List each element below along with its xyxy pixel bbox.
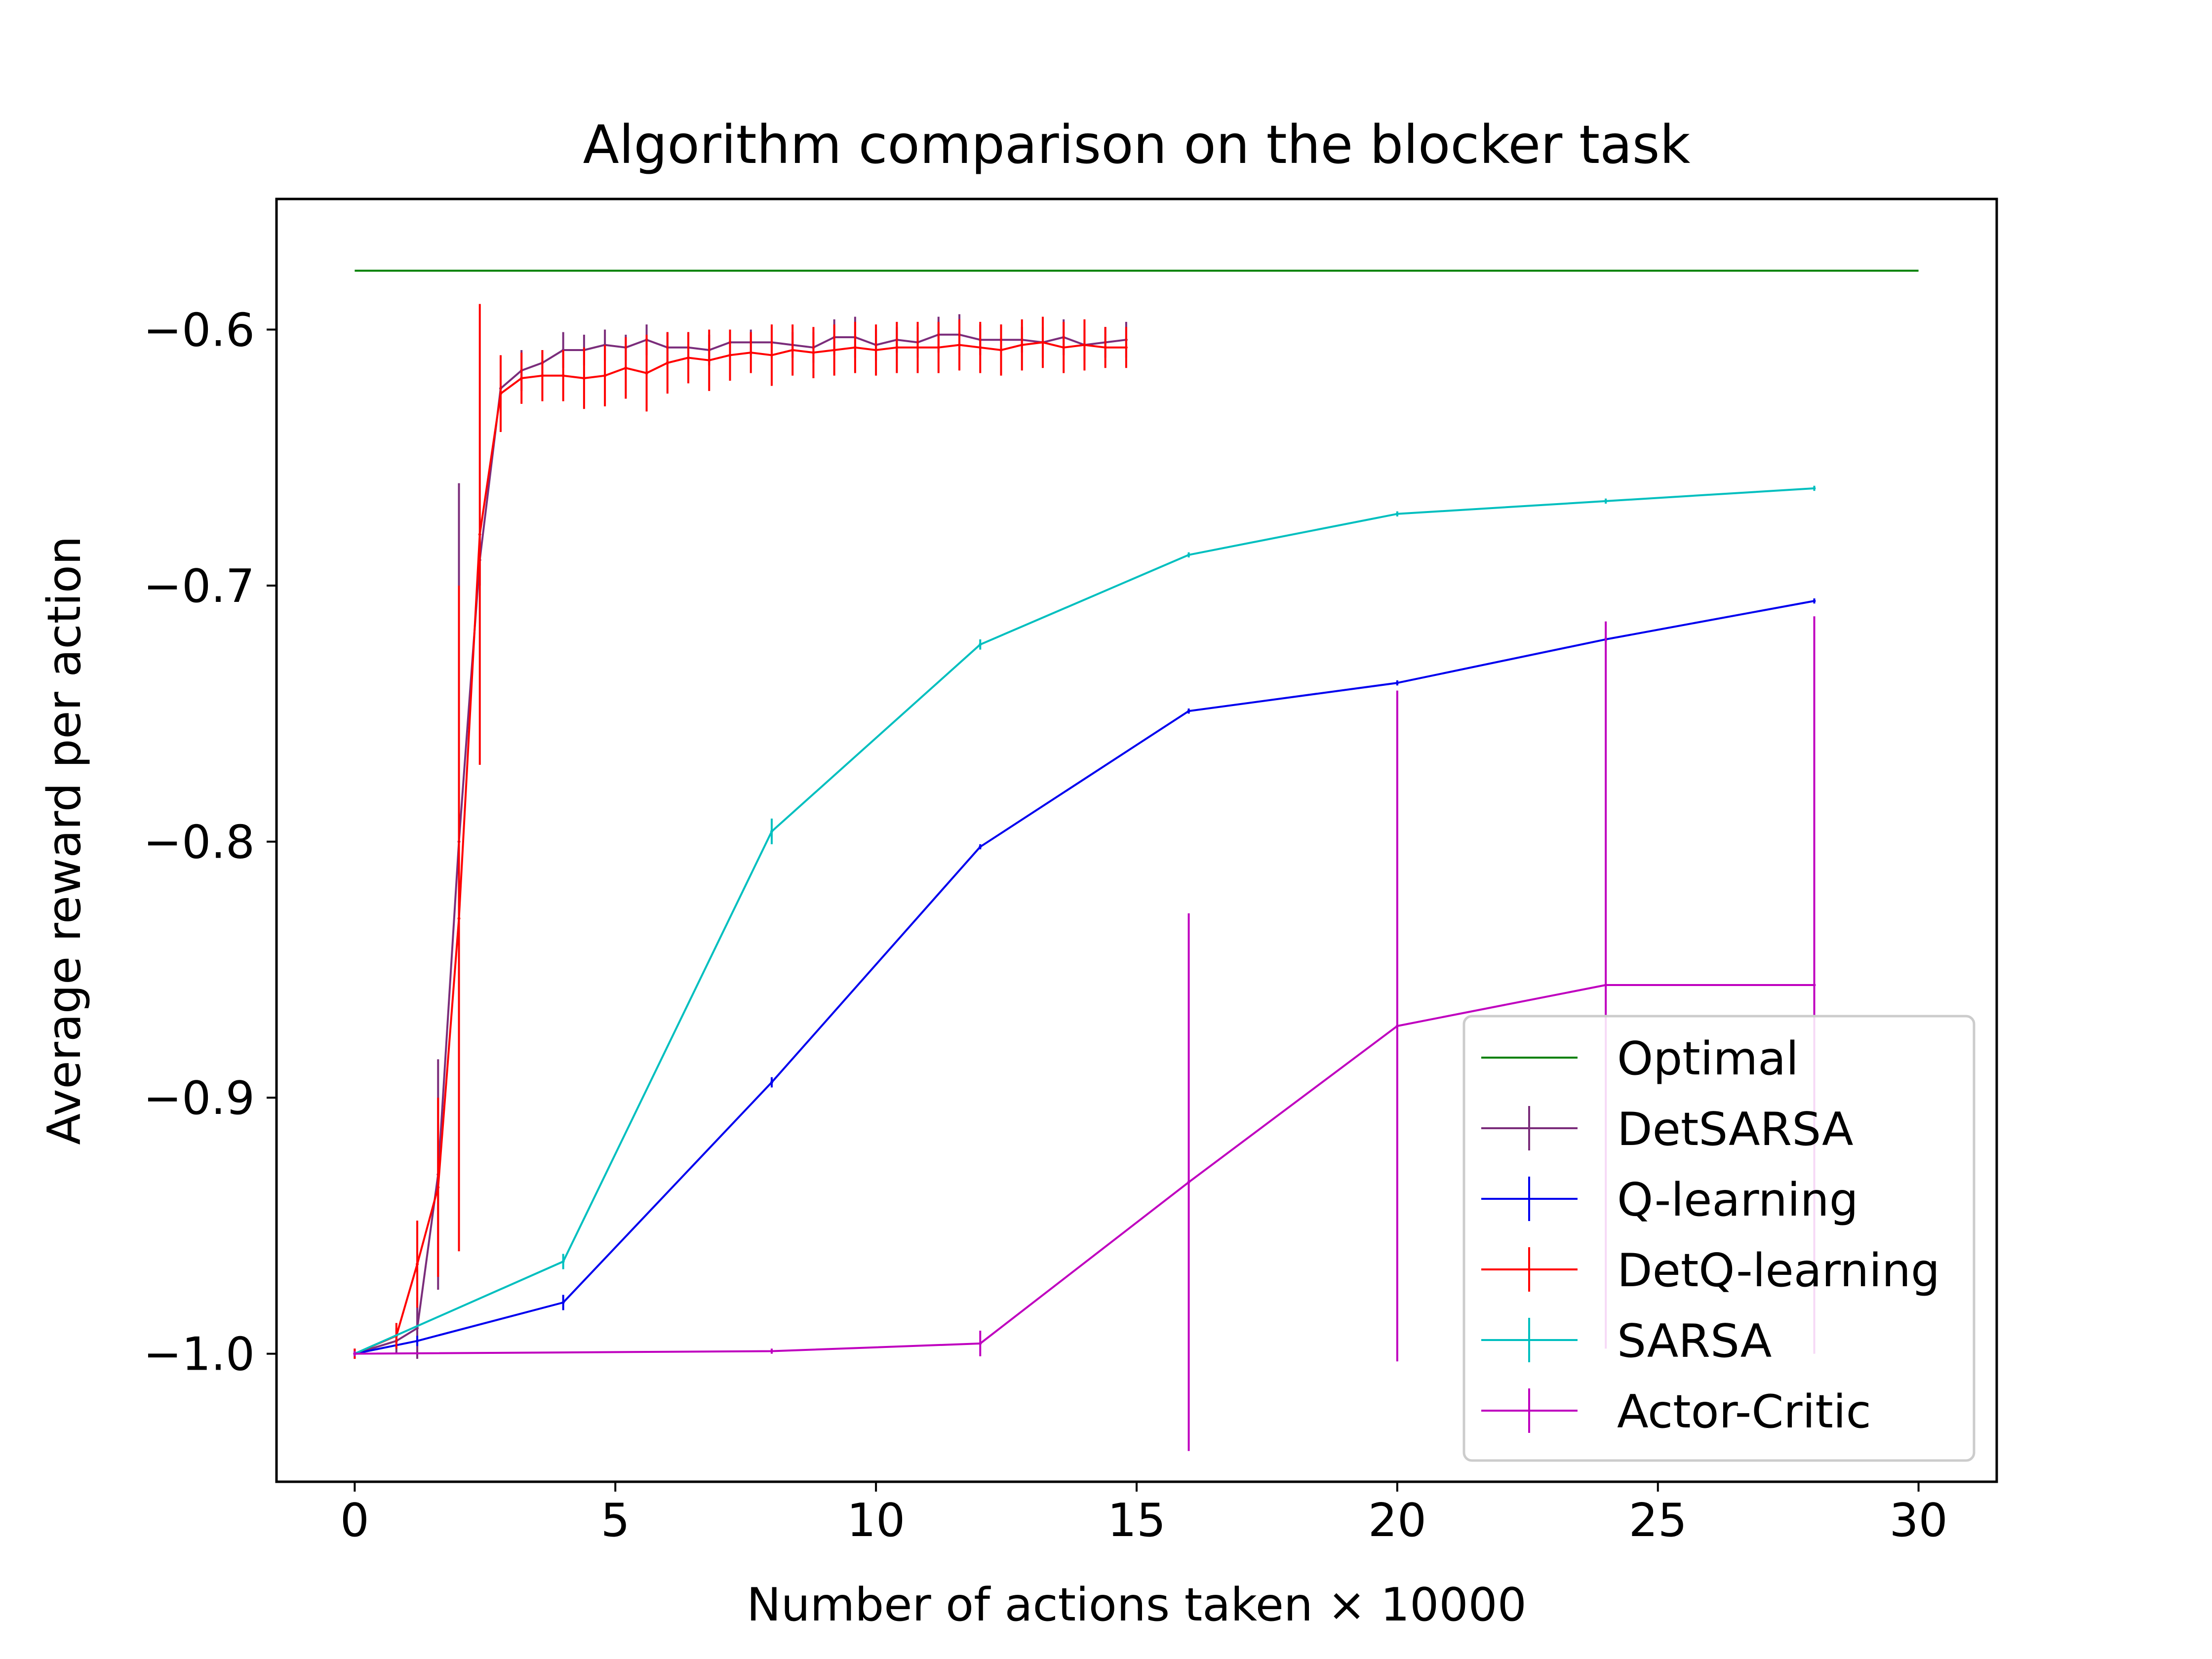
- data-point: [561, 1301, 565, 1304]
- legend-label: DetQ-learning: [1617, 1244, 1940, 1297]
- data-point: [1813, 486, 1816, 490]
- data-point: [874, 348, 878, 352]
- data-point: [1395, 512, 1399, 515]
- x-tick-label: 5: [601, 1494, 630, 1547]
- series-detq-learning: [353, 304, 1128, 1359]
- legend-label: DetSARSA: [1617, 1103, 1854, 1156]
- data-point: [999, 348, 1003, 352]
- data-point: [708, 358, 711, 362]
- legend-label: Optimal: [1617, 1032, 1799, 1085]
- data-point: [770, 830, 773, 833]
- chart-title: Algorithm comparison on the blocker task: [583, 115, 1691, 176]
- legend-label: SARSA: [1617, 1314, 1772, 1368]
- data-point: [561, 1260, 565, 1264]
- data-point: [1124, 346, 1128, 349]
- data-point: [770, 1081, 773, 1084]
- data-point: [687, 356, 690, 359]
- data-point: [1020, 343, 1024, 347]
- x-tick-label: 20: [1368, 1494, 1426, 1547]
- series-actor-critic: [353, 616, 1816, 1451]
- x-tick-label: 0: [340, 1494, 369, 1547]
- data-point: [416, 1263, 419, 1266]
- data-point: [979, 346, 982, 349]
- x-tick-label: 25: [1629, 1494, 1687, 1547]
- x-tick-label: 10: [847, 1494, 905, 1547]
- legend: Optimal DetSARSA Q-learning DetQ-learning SA…: [1462, 1015, 1975, 1462]
- data-point: [791, 348, 794, 352]
- y-tick-label: −0.7: [143, 559, 255, 613]
- series-q-learning: [353, 598, 1816, 1356]
- data-point: [561, 374, 565, 377]
- data-point: [1041, 341, 1044, 344]
- data-point: [895, 346, 899, 349]
- y-tick-label: −0.6: [143, 303, 255, 356]
- data-point: [603, 374, 607, 377]
- data-point: [937, 346, 940, 349]
- y-tick-label: −0.9: [143, 1071, 255, 1125]
- data-point: [353, 1352, 356, 1355]
- data-point: [1813, 983, 1816, 987]
- data-point: [1187, 710, 1190, 713]
- data-point: [1604, 499, 1608, 503]
- data-point: [499, 392, 502, 395]
- data-point: [582, 376, 586, 380]
- data-point: [1083, 343, 1086, 347]
- data-point: [1104, 346, 1107, 349]
- data-point: [436, 1185, 440, 1189]
- data-point: [541, 374, 544, 377]
- data-point: [1604, 983, 1608, 987]
- data-point: [1395, 681, 1399, 685]
- legend-box: [1462, 1015, 1975, 1462]
- data-point: [1187, 553, 1190, 556]
- data-point: [1187, 1181, 1190, 1184]
- data-point: [979, 643, 982, 646]
- data-point: [416, 1339, 419, 1343]
- y-tick-label: −1.0: [143, 1328, 255, 1381]
- data-point: [812, 351, 815, 355]
- data-point: [728, 354, 732, 357]
- data-point: [958, 343, 961, 347]
- data-point: [1813, 599, 1816, 603]
- plot-series: [353, 270, 1919, 1451]
- x-axis-ticks: 0 5 10 15 20 25 30: [340, 1482, 1948, 1547]
- data-point: [832, 348, 836, 352]
- y-tick-label: −0.8: [143, 816, 255, 869]
- data-point: [979, 845, 982, 848]
- data-point: [916, 346, 919, 349]
- data-point: [770, 354, 773, 357]
- data-point: [520, 376, 523, 380]
- data-point: [1062, 346, 1066, 349]
- plot-area-frame: [275, 198, 1998, 1483]
- data-point: [666, 361, 669, 364]
- data-point: [749, 351, 752, 355]
- y-axis-ticks: −1.0 −0.9 −0.8 −0.7 −0.6: [143, 303, 276, 1381]
- legend-label: Q-learning: [1617, 1173, 1858, 1226]
- data-point: [624, 366, 628, 370]
- y-axis-label: Average reward per action: [38, 536, 91, 1145]
- data-point: [853, 346, 857, 349]
- x-tick-label: 30: [1889, 1494, 1947, 1547]
- legend-label: Actor-Critic: [1617, 1385, 1871, 1438]
- data-point: [645, 371, 648, 375]
- data-point: [770, 1349, 773, 1353]
- series-line-sarsa: [354, 487, 1815, 1355]
- x-axis-label: Number of actions taken × 10000: [747, 1578, 1527, 1631]
- data-point: [1395, 1024, 1399, 1027]
- data-point: [478, 533, 481, 536]
- data-point: [979, 1342, 982, 1345]
- x-tick-label: 15: [1107, 1494, 1166, 1547]
- data-point: [457, 917, 461, 920]
